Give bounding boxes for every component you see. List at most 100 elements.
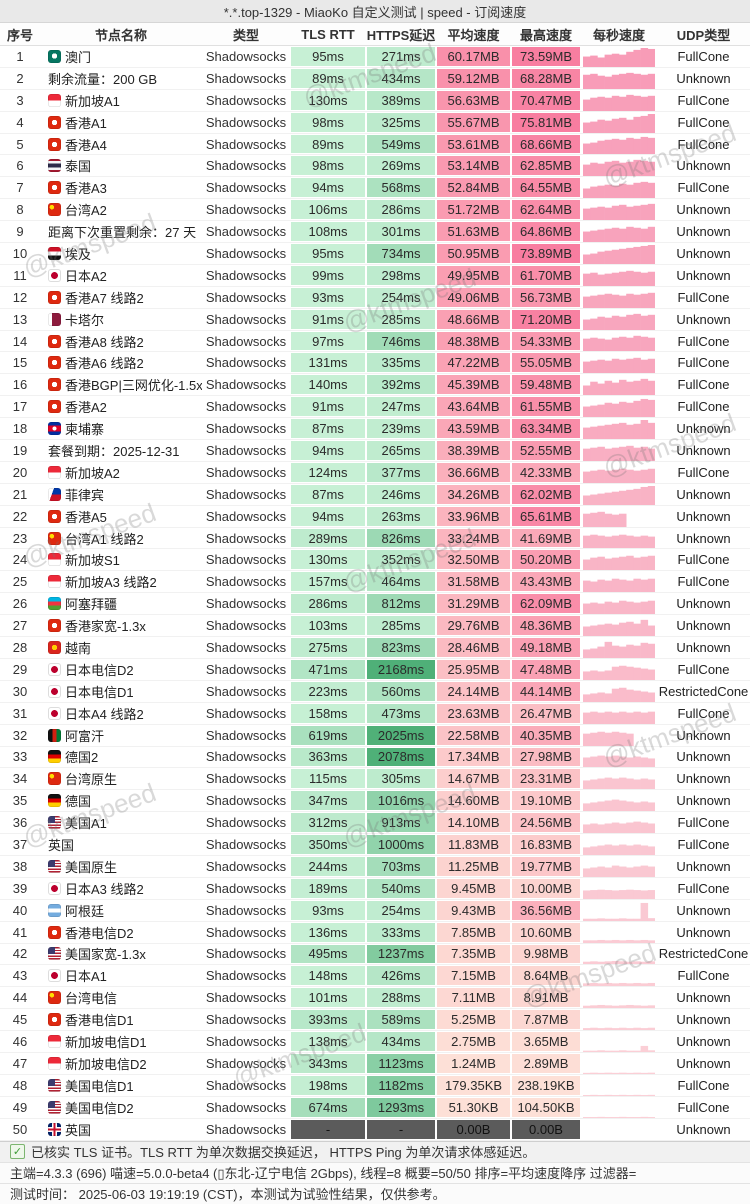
- https-ping: 298ms: [367, 265, 435, 285]
- https-ping-cell: 271ms: [366, 46, 436, 67]
- avg-speed: 179.35KB: [437, 1075, 510, 1095]
- https-ping: 285ms: [367, 616, 435, 636]
- max-speed-cell: 70.47MB: [511, 90, 581, 111]
- tls-rtt: 93ms: [291, 900, 365, 920]
- tls-rtt-cell: 347ms: [290, 790, 366, 811]
- row-index: 33: [12, 749, 28, 765]
- tls-rtt: 94ms: [291, 441, 365, 460]
- speed-sparkline: [581, 637, 657, 658]
- https-ping: 426ms: [367, 966, 435, 986]
- udp-type: FullCone: [677, 399, 730, 415]
- tls-rtt: 138ms: [291, 1032, 365, 1051]
- hk-flag-icon: [48, 1013, 61, 1027]
- tls-rtt: 87ms: [291, 419, 365, 439]
- window-title: *.*.top-1329 - MiaoKo 自定义测试 | speed - 订阅…: [0, 0, 750, 23]
- de-flag-icon: [48, 750, 61, 764]
- table-row: 33 德国2 Shadowsocks 363ms 2078ms 17.34MB 27.98M…: [0, 747, 750, 769]
- avg-speed-cell: 48.66MB: [436, 309, 511, 330]
- speed-sparkline: [581, 155, 657, 177]
- max-speed-cell: 2.89MB: [511, 1053, 581, 1074]
- https-ping: 288ms: [367, 988, 435, 1008]
- udp-type: FullCone: [677, 48, 730, 64]
- table-row: 28 越南 Shadowsocks 275ms 823ms 28.46MB 49.18MB U…: [0, 637, 750, 659]
- node-name: 日本电信D2: [65, 662, 134, 678]
- node-name: 日本电信D1: [65, 684, 134, 700]
- avg-speed: 48.38MB: [437, 331, 510, 351]
- row-index: 49: [12, 1099, 28, 1115]
- tls-rtt: 87ms: [291, 484, 365, 504]
- avg-speed-cell: 48.38MB: [436, 331, 511, 352]
- tls-rtt-cell: 98ms: [290, 112, 366, 133]
- kh-flag-icon: [48, 422, 61, 436]
- tls-rtt: 275ms: [291, 638, 365, 657]
- node-name-cell: 香港电信D1: [40, 1009, 202, 1030]
- hk-flag-icon: [48, 378, 61, 392]
- node-name-cell: 香港电信D2: [40, 922, 202, 943]
- max-speed: 55.05MB: [512, 353, 580, 373]
- https-ping: 746ms: [367, 331, 435, 351]
- avg-speed: 23.63MB: [437, 703, 510, 723]
- node-name: 美国家宽-1.3x: [65, 947, 146, 963]
- avg-speed-cell: 51.30KB: [436, 1097, 511, 1118]
- https-ping: 335ms: [367, 353, 435, 373]
- row-index: 36: [12, 815, 28, 831]
- node-name: 美国电信D2: [65, 1100, 134, 1116]
- udp-type: Unknown: [676, 924, 731, 940]
- node-name: 英国: [48, 838, 75, 853]
- footer-line-verified: ✓ 已核实 TLS 证书。TLS RTT 为单次数据交换延迟， HTTPS Pi…: [0, 1141, 750, 1163]
- hk-flag-icon: [48, 619, 61, 633]
- speed-sparkline: [581, 221, 657, 243]
- node-name-cell: 埃及: [40, 243, 202, 264]
- udp-type: FullCone: [677, 464, 730, 480]
- udp-type: FullCone: [677, 92, 730, 108]
- speed-sparkline: [581, 1031, 657, 1052]
- avg-speed-cell: 22.58MB: [436, 725, 511, 746]
- sparkline-chart: [583, 72, 655, 89]
- https-ping: 826ms: [367, 528, 435, 548]
- node-name-cell: 香港A2: [40, 396, 202, 417]
- udp-type: Unknown: [676, 267, 731, 283]
- table-row: 20 新加坡A2 Shadowsocks 124ms 377ms 36.66MB 42.33…: [0, 462, 750, 484]
- node-type: Shadowsocks: [205, 289, 287, 305]
- avg-speed: 2.75MB: [437, 1032, 510, 1051]
- node-type: Shadowsocks: [205, 464, 287, 480]
- avg-speed: 45.39MB: [437, 375, 510, 395]
- cn-flag-icon: [48, 531, 61, 545]
- https-ping: 540ms: [367, 878, 435, 898]
- table-row: 12 香港A7 线路2 Shadowsocks 93ms 254ms 49.06MB 56.…: [0, 287, 750, 309]
- udp-type: FullCone: [677, 661, 730, 677]
- sparkline-chart: [583, 983, 655, 987]
- tls-rtt: 95ms: [291, 244, 365, 263]
- speed-sparkline: [581, 922, 657, 943]
- window-title-text: *.*.top-1329 - MiaoKo 自定义测试 | speed - 订阅…: [223, 4, 527, 20]
- max-speed-cell: 26.47MB: [511, 703, 581, 724]
- avg-speed: 31.58MB: [437, 572, 510, 592]
- tls-rtt: 471ms: [291, 659, 365, 679]
- tls-rtt-cell: 130ms: [290, 90, 366, 111]
- node-type: Shadowsocks: [205, 377, 287, 393]
- tls-rtt: 286ms: [291, 594, 365, 614]
- avg-speed-cell: 24.14MB: [436, 681, 511, 702]
- speed-sparkline: [581, 812, 657, 834]
- avg-speed: 43.64MB: [437, 397, 510, 417]
- table-row: 29 日本电信D2 Shadowsocks 471ms 2168ms 25.95MB 47.…: [0, 659, 750, 681]
- row-index: 10: [12, 245, 28, 261]
- sparkline-chart: [583, 244, 655, 264]
- node-name: 菲律宾: [65, 487, 105, 503]
- node-name: 阿根廷: [65, 903, 105, 919]
- node-name-cell: 阿塞拜疆: [40, 593, 202, 614]
- max-speed: 65.61MB: [512, 506, 580, 526]
- avg-speed-cell: 14.60MB: [436, 790, 511, 811]
- node-type: Shadowsocks: [205, 771, 287, 787]
- table-row: 27 香港家宽-1.3x Shadowsocks 103ms 285ms 29.76MB 4…: [0, 615, 750, 638]
- max-speed-cell: 59.48MB: [511, 374, 581, 395]
- https-ping: 377ms: [367, 462, 435, 482]
- sparkline-chart: [583, 226, 655, 243]
- tls-rtt-cell: 136ms: [290, 922, 366, 943]
- max-speed: 52.55MB: [512, 441, 580, 460]
- table-row: 2 剩余流量：200 GB Shadowsocks 89ms 434ms 59.12MB 6…: [0, 68, 750, 90]
- https-ping-cell: 269ms: [366, 155, 436, 176]
- tls-rtt-cell: -: [290, 1119, 366, 1140]
- row-index: 15: [12, 355, 28, 371]
- avg-speed: 31.29MB: [437, 594, 510, 614]
